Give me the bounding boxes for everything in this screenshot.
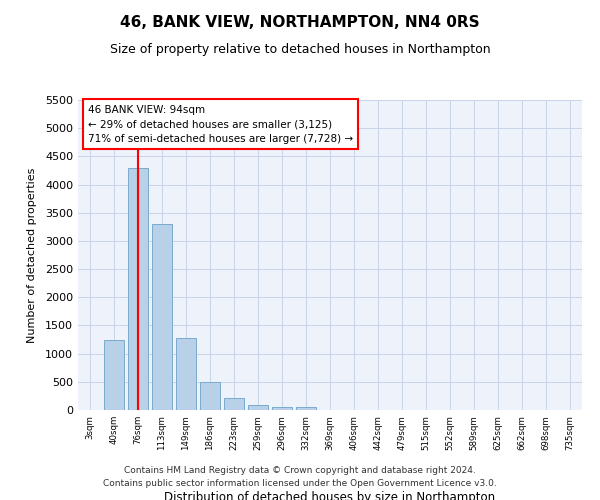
Bar [296,407,316,410]
Bar [200,382,220,410]
Bar [224,398,244,410]
Text: 46, BANK VIEW, NORTHAMPTON, NN4 0RS: 46, BANK VIEW, NORTHAMPTON, NN4 0RS [120,15,480,30]
Bar [176,338,196,410]
Bar [152,224,172,410]
Bar [104,340,124,410]
Text: Size of property relative to detached houses in Northampton: Size of property relative to detached ho… [110,42,490,56]
X-axis label: Distribution of detached houses by size in Northampton: Distribution of detached houses by size … [164,492,496,500]
Text: Contains HM Land Registry data © Crown copyright and database right 2024.
Contai: Contains HM Land Registry data © Crown c… [103,466,497,487]
Bar [128,168,148,410]
Y-axis label: Number of detached properties: Number of detached properties [26,168,37,342]
Bar [248,405,268,410]
Bar [272,407,292,410]
Text: 46 BANK VIEW: 94sqm
← 29% of detached houses are smaller (3,125)
71% of semi-det: 46 BANK VIEW: 94sqm ← 29% of detached ho… [88,104,353,144]
